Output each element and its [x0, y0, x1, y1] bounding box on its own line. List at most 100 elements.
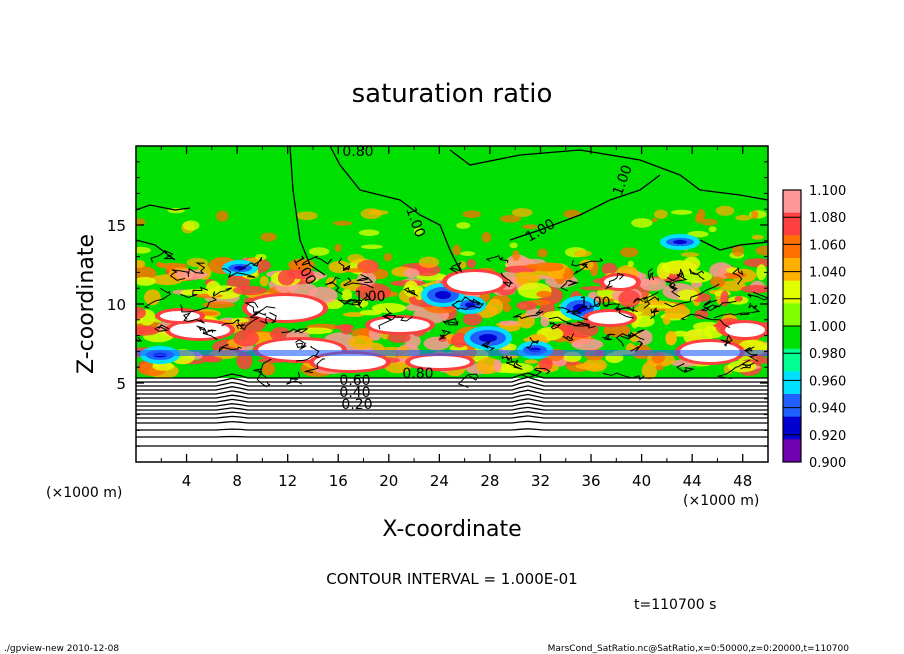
contour-line	[289, 146, 326, 276]
x-tick-label: 12	[278, 472, 297, 490]
heat-blob	[359, 309, 382, 316]
footer-left: ./gpview-new 2010-12-08	[4, 644, 119, 654]
heat-blob	[136, 218, 146, 227]
x-tick-label: 8	[232, 472, 242, 490]
contour-line	[253, 358, 272, 379]
contour-line	[136, 420, 768, 424]
x-tick-label: 4	[182, 472, 192, 490]
heat-blob	[751, 210, 759, 220]
heat-blob	[537, 248, 548, 258]
subsaturated-patch	[479, 334, 497, 342]
contour-line	[560, 280, 579, 292]
contour-line	[169, 269, 189, 281]
heat-blob	[631, 218, 653, 228]
contour-line	[549, 321, 561, 330]
heat-blob	[627, 260, 634, 268]
heat-blob	[499, 320, 521, 326]
heat-blob	[450, 332, 468, 348]
heat-blob	[538, 357, 553, 372]
heat-blob	[536, 290, 552, 298]
contour-interval-note: CONTOUR INTERVAL = 1.000E-01	[326, 570, 577, 588]
contour-line	[642, 291, 659, 304]
heat-blob	[755, 245, 768, 256]
colorbar-label: 0.920	[809, 429, 846, 444]
contour-line	[448, 261, 463, 274]
heat-blob	[334, 243, 342, 253]
contour-line	[628, 329, 645, 341]
heat-blob	[583, 358, 608, 372]
heat-blob	[680, 252, 700, 258]
contour-line	[647, 268, 655, 281]
contour-line	[689, 268, 705, 281]
colorbar-swatch	[783, 371, 801, 395]
contour-line	[136, 372, 768, 379]
contour-line	[136, 204, 191, 211]
heat-blob	[516, 301, 538, 311]
heat-blob	[136, 276, 156, 286]
colorbar-swatch	[783, 416, 801, 440]
colorbar-swatch	[783, 348, 801, 372]
colorbar-swatch	[783, 235, 801, 259]
base-band	[136, 350, 768, 356]
footer-right: MarsCond_SatRatio.nc@SatRatio,x=0:50000,…	[548, 644, 850, 654]
heat-blob	[347, 254, 365, 264]
contour-line	[338, 257, 351, 272]
heat-blob	[202, 301, 235, 309]
contour-line	[295, 345, 320, 362]
heat-blob	[360, 244, 383, 250]
contour-line	[615, 333, 637, 347]
contour-line	[378, 316, 413, 330]
contour-line	[602, 333, 616, 341]
contour-line	[616, 306, 638, 319]
heat-blob	[199, 354, 216, 362]
heat-blob	[287, 269, 315, 280]
contour-line	[732, 267, 744, 285]
contour-line	[136, 428, 768, 431]
heat-blob	[460, 251, 476, 256]
heat-blob	[573, 250, 592, 257]
heat-blob	[296, 211, 318, 221]
contour-line	[633, 296, 651, 309]
x-tick-label: 24	[430, 472, 449, 490]
contour-line	[649, 306, 660, 320]
contour-line	[259, 312, 277, 325]
contour-line	[512, 309, 544, 319]
contour-line	[356, 273, 374, 284]
contour-line	[449, 149, 768, 201]
contour-line	[136, 376, 768, 383]
heat-blob	[715, 205, 735, 216]
heat-blob	[403, 268, 420, 279]
contour-line	[238, 257, 263, 272]
contour-line	[187, 262, 206, 275]
heat-blob	[694, 309, 709, 320]
heat-blob	[735, 214, 752, 221]
contour-line	[182, 312, 205, 324]
contour-line	[281, 328, 308, 334]
colorbar-swatch	[783, 439, 801, 463]
heat-blob	[232, 285, 267, 296]
contour-line	[136, 402, 768, 407]
heat-blob	[751, 234, 764, 240]
colorbar-swatch	[783, 212, 801, 236]
contour-line	[679, 313, 731, 329]
colorbar-swatch	[783, 280, 801, 304]
contour-line	[196, 325, 218, 341]
contour-line	[256, 371, 271, 388]
contour-line	[136, 389, 768, 395]
contour-line	[325, 276, 343, 295]
heat-blob	[655, 364, 664, 371]
contour-line	[570, 302, 600, 314]
contour-line	[565, 321, 590, 328]
chart-title: saturation ratio	[352, 79, 553, 109]
contour-line	[244, 301, 266, 316]
heat-blob	[466, 259, 476, 269]
colorbar-label: 1.000	[809, 320, 846, 335]
contour-line	[143, 287, 171, 309]
heat-blob	[740, 285, 768, 294]
heat-blob	[756, 264, 767, 281]
heat-blob	[413, 227, 423, 235]
heat-blob	[261, 362, 276, 376]
contour-line	[286, 371, 303, 385]
time-label: t=110700 s	[634, 597, 716, 613]
